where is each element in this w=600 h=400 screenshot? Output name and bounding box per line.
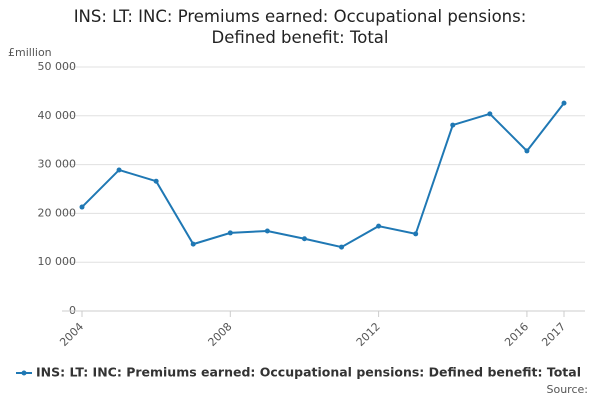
legend-marker bbox=[21, 370, 27, 376]
point bbox=[413, 231, 419, 237]
y-tick-label: 10 000 bbox=[38, 255, 77, 268]
x-tick-label: 2017 bbox=[539, 320, 568, 349]
point bbox=[339, 244, 345, 250]
point bbox=[487, 111, 493, 117]
x-tick-label: 2004 bbox=[57, 320, 86, 349]
point bbox=[524, 148, 530, 154]
point bbox=[153, 178, 159, 184]
point bbox=[561, 100, 567, 106]
point bbox=[227, 230, 233, 236]
point bbox=[116, 167, 122, 173]
y-tick-label: 20 000 bbox=[38, 206, 77, 219]
legend-label: INS: LT: INC: Premiums earned: Occupatio… bbox=[36, 365, 581, 380]
x-tick-label: 2016 bbox=[502, 320, 531, 349]
y-tick-label: 40 000 bbox=[38, 109, 77, 122]
x-tick-label: 2008 bbox=[206, 320, 235, 349]
point bbox=[79, 204, 85, 210]
source: Source: bbox=[547, 383, 589, 396]
x-tick-label: 2012 bbox=[354, 320, 383, 349]
point bbox=[190, 241, 196, 247]
point bbox=[376, 223, 382, 229]
series-line bbox=[81, 102, 565, 249]
point bbox=[264, 228, 270, 234]
y-tick-label: 30 000 bbox=[38, 158, 77, 171]
point bbox=[301, 236, 307, 242]
point bbox=[450, 122, 456, 128]
chart-title: INS: LT: INC: Premiums earned: Occupatio… bbox=[73, 7, 527, 47]
y-tick-label: 50 000 bbox=[38, 60, 77, 73]
y-axis-label: £million bbox=[8, 46, 52, 59]
